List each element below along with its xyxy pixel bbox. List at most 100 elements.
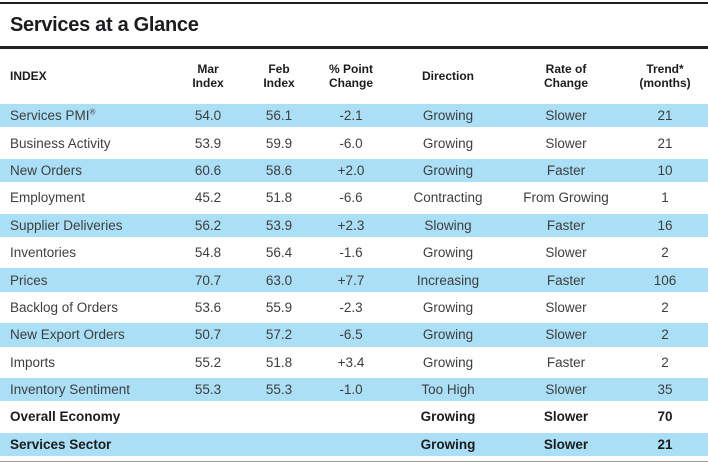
index-name-label: Employment: [10, 190, 86, 206]
column-header-rate-of-change: Rate of Change: [510, 49, 622, 102]
direction-cell: Growing: [422, 299, 474, 315]
direction-cell: Growing: [422, 108, 474, 124]
feb-index-cell: 51.8: [265, 190, 293, 206]
rate-of-change-cell: Slower: [545, 245, 587, 261]
index-name-cell: Supplier Deliveries: [0, 218, 174, 233]
trend-months-cell: 106: [653, 272, 677, 288]
trend-months-cell: 10: [657, 162, 673, 178]
direction-cell: Contracting: [413, 190, 483, 206]
index-name-cell: Imports: [0, 355, 174, 370]
point-change-cell: -2.3: [339, 299, 363, 315]
trend-months-cell: 2: [661, 327, 669, 343]
index-name-label: Business Activity: [10, 135, 111, 151]
column-header-point-change: % Point Change: [316, 49, 386, 102]
mar-index-cell: 56.2: [194, 217, 222, 233]
mar-index-cell: 55.3: [194, 382, 222, 398]
trend-months-cell: 70: [657, 409, 673, 425]
table-row: Inventories 54.8 56.4 -1.6 Growing Slower 2: [0, 239, 708, 266]
index-name-label: Backlog of Orders: [10, 299, 119, 315]
trend-months-cell: 2: [661, 354, 669, 370]
top-rule: [0, 2, 708, 4]
point-change-cell: -6.0: [339, 135, 363, 151]
rate-of-change-cell: Slower: [545, 327, 587, 343]
mar-index-cell: 70.7: [194, 272, 222, 288]
trend-months-cell: 16: [657, 217, 673, 233]
direction-cell: Growing: [422, 327, 474, 343]
index-name-label: Overall Economy: [10, 409, 121, 425]
header-line: Change: [328, 75, 373, 90]
index-name-label: Prices: [10, 272, 48, 288]
rate-of-change-cell: Slower: [543, 436, 589, 452]
table-row: New Export Orders 50.7 57.2 -6.5 Growing Slow…: [0, 321, 708, 349]
column-header-index: INDEX: [10, 68, 47, 83]
index-name-label: Services PMI: [10, 108, 90, 124]
column-header-trend-months: Trend* (months): [622, 49, 708, 102]
table-row: Services Sector Growing Slower 21: [0, 430, 708, 459]
feb-index-cell: 55.3: [265, 382, 293, 398]
trend-months-cell: 35: [657, 382, 673, 398]
mar-index-cell: 54.0: [194, 108, 222, 124]
trend-months-cell: 1: [661, 190, 669, 206]
services-table: INDEX Mar Index Feb Index % Point Change…: [0, 49, 708, 459]
header-line: Mar: [197, 61, 219, 76]
point-change-cell: -2.1: [339, 108, 363, 124]
index-name-cell: New Orders: [0, 163, 174, 178]
point-change-cell: +7.7: [337, 272, 365, 288]
feb-index-cell: 58.6: [265, 162, 293, 178]
rate-of-change-cell: Slower: [543, 409, 589, 425]
column-header-direction: Direction: [421, 68, 474, 83]
table-row: Overall Economy Growing Slower 70: [0, 403, 708, 430]
mar-index-cell: 50.7: [194, 327, 222, 343]
index-name-label: Supplier Deliveries: [10, 217, 123, 233]
column-header-mar-index: Mar Index: [174, 49, 242, 102]
table-row: Imports 55.2 51.8 +3.4 Growing Faster 2: [0, 349, 708, 376]
index-name-cell: Backlog of Orders: [0, 300, 174, 315]
table-row: Supplier Deliveries 56.2 53.9 +2.3 Slowing Fa…: [0, 211, 708, 239]
index-name-cell: Services PMI®: [0, 108, 174, 123]
trend-months-cell: 21: [657, 436, 673, 452]
index-name-cell: Overall Economy: [0, 409, 174, 424]
point-change-cell: -6.5: [339, 327, 363, 343]
feb-index-cell: 63.0: [265, 272, 293, 288]
registered-trademark-symbol: ®: [89, 107, 96, 117]
index-name-cell: Services Sector: [0, 437, 174, 452]
trend-months-cell: 2: [661, 299, 669, 315]
header-line: % Point: [329, 61, 373, 76]
rate-of-change-cell: Faster: [546, 354, 586, 370]
feb-index-cell: 55.9: [265, 299, 293, 315]
title-divider-rule: [0, 46, 708, 49]
index-name-label: New Orders: [10, 162, 83, 178]
rate-of-change-cell: Slower: [545, 382, 587, 398]
header-line: Index: [263, 75, 295, 90]
index-name-cell: Inventories: [0, 245, 174, 260]
table-header-row: INDEX Mar Index Feb Index % Point Change…: [0, 49, 708, 102]
index-name-label: Services Sector: [10, 436, 112, 452]
mar-index-cell: 54.8: [194, 245, 222, 261]
mar-index-cell: 53.9: [194, 135, 222, 151]
mar-index-cell: 60.6: [194, 162, 222, 178]
index-name-label: Inventory Sentiment: [10, 382, 131, 398]
header-line: Feb: [268, 61, 290, 76]
index-name-cell: Inventory Sentiment: [0, 382, 174, 397]
feb-index-cell: 57.2: [265, 327, 293, 343]
table-row: Business Activity 53.9 59.9 -6.0 Growing Slow…: [0, 129, 708, 156]
bottom-rule: [0, 461, 708, 463]
index-name-label: New Export Orders: [10, 327, 125, 343]
direction-cell: Growing: [422, 245, 474, 261]
trend-months-cell: 21: [657, 135, 673, 151]
rate-of-change-cell: Slower: [545, 135, 587, 151]
header-line: Index: [192, 75, 224, 90]
page-title: Services at a Glance: [10, 14, 199, 36]
feb-index-cell: 59.9: [265, 135, 293, 151]
table-row: Inventory Sentiment 55.3 55.3 -1.0 Too High S…: [0, 375, 708, 404]
direction-cell: Too High: [421, 382, 475, 398]
table-row: Employment 45.2 51.8 -6.6 Contracting From Gr…: [0, 184, 708, 211]
rate-of-change-cell: Faster: [546, 217, 586, 233]
direction-cell: Growing: [422, 162, 474, 178]
index-name-label: Inventories: [10, 245, 77, 261]
header-line: Rate of: [545, 61, 587, 76]
point-change-cell: -1.6: [339, 245, 363, 261]
direction-cell: Growing: [422, 354, 474, 370]
table-row: Backlog of Orders 53.6 55.9 -2.3 Growing Slow…: [0, 294, 708, 321]
